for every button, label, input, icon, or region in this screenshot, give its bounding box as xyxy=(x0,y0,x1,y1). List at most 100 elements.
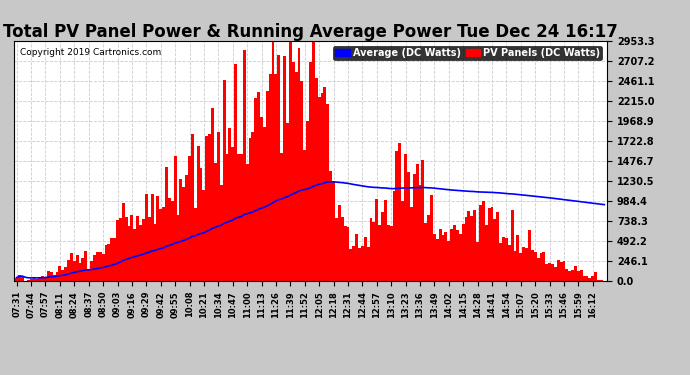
Bar xyxy=(297,48,300,281)
Bar xyxy=(268,74,272,281)
Bar xyxy=(430,195,433,281)
Bar xyxy=(583,276,586,281)
Bar xyxy=(237,154,240,281)
Bar xyxy=(499,243,502,281)
Bar xyxy=(130,215,133,281)
Bar xyxy=(119,218,122,281)
Bar xyxy=(101,254,105,281)
Bar xyxy=(591,276,594,281)
Bar xyxy=(551,264,554,281)
Bar xyxy=(188,156,191,281)
Bar xyxy=(577,272,580,281)
Bar xyxy=(338,206,341,281)
Bar xyxy=(199,168,202,281)
Bar xyxy=(560,262,562,281)
Bar xyxy=(569,271,571,281)
Bar xyxy=(162,207,165,281)
Bar xyxy=(116,219,119,281)
Bar xyxy=(393,191,395,281)
Bar xyxy=(442,236,444,281)
Bar xyxy=(407,172,410,281)
Bar xyxy=(589,278,591,281)
Bar xyxy=(476,242,479,281)
Bar xyxy=(574,266,577,281)
Bar xyxy=(153,224,157,281)
Bar xyxy=(202,190,206,281)
Bar xyxy=(52,275,56,281)
Bar xyxy=(136,216,139,281)
Bar xyxy=(197,146,199,281)
Bar xyxy=(217,132,219,281)
Bar xyxy=(59,266,61,281)
Bar xyxy=(228,128,231,281)
Bar xyxy=(375,199,378,281)
Bar xyxy=(349,249,353,281)
Bar xyxy=(185,175,188,281)
Bar xyxy=(439,229,442,281)
Bar xyxy=(27,280,30,281)
Bar xyxy=(508,245,511,281)
Bar xyxy=(479,205,482,281)
Bar xyxy=(586,276,589,281)
Bar xyxy=(473,210,476,281)
Bar xyxy=(542,252,545,281)
Bar xyxy=(90,261,93,281)
Bar xyxy=(96,252,99,281)
Bar xyxy=(113,238,116,281)
Bar xyxy=(165,167,168,281)
Bar xyxy=(404,154,407,281)
Bar xyxy=(427,214,430,281)
Text: Copyright 2019 Cartronics.com: Copyright 2019 Cartronics.com xyxy=(20,48,161,57)
Bar xyxy=(433,234,436,281)
Bar xyxy=(211,108,214,281)
Bar xyxy=(87,269,90,281)
Bar xyxy=(366,248,370,281)
Bar xyxy=(358,249,361,281)
Bar xyxy=(47,270,50,281)
Bar xyxy=(548,263,551,281)
Bar xyxy=(344,226,346,281)
Bar xyxy=(286,123,289,281)
Bar xyxy=(240,154,243,281)
Bar xyxy=(540,253,542,281)
Bar xyxy=(456,230,459,281)
Bar xyxy=(30,279,32,281)
Bar xyxy=(419,186,422,281)
Bar xyxy=(534,252,537,281)
Bar xyxy=(263,128,266,281)
Bar xyxy=(346,227,349,281)
Bar xyxy=(41,276,44,281)
Bar xyxy=(174,156,177,281)
Bar xyxy=(557,260,560,281)
Bar xyxy=(275,74,277,281)
Bar xyxy=(413,174,415,281)
Bar xyxy=(157,196,159,281)
Bar xyxy=(491,207,493,281)
Bar xyxy=(450,229,453,281)
Bar xyxy=(482,201,485,281)
Bar xyxy=(142,219,145,281)
Bar xyxy=(381,211,384,281)
Bar xyxy=(246,164,248,281)
Bar xyxy=(292,62,295,281)
Bar xyxy=(600,280,603,281)
Bar xyxy=(208,135,211,281)
Bar xyxy=(531,250,534,281)
Bar xyxy=(528,230,531,281)
Bar xyxy=(110,238,113,281)
Bar xyxy=(373,222,375,281)
Bar xyxy=(384,201,387,281)
Bar xyxy=(125,217,128,281)
Bar xyxy=(251,132,255,281)
Bar xyxy=(64,267,67,281)
Bar xyxy=(505,238,508,281)
Bar xyxy=(84,251,87,281)
Bar xyxy=(277,55,280,281)
Bar xyxy=(44,278,47,281)
Bar xyxy=(266,91,268,281)
Bar xyxy=(122,203,125,281)
Bar xyxy=(516,236,520,281)
Bar xyxy=(260,117,263,281)
Bar xyxy=(35,279,38,281)
Bar xyxy=(355,234,358,281)
